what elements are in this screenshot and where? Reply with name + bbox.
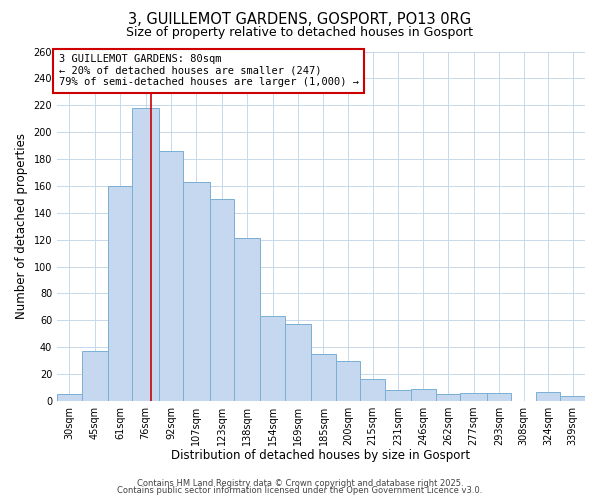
Text: 3 GUILLEMOT GARDENS: 80sqm
← 20% of detached houses are smaller (247)
79% of sem: 3 GUILLEMOT GARDENS: 80sqm ← 20% of deta…: [59, 54, 359, 88]
Bar: [133, 108, 158, 401]
Bar: [183, 182, 209, 401]
Bar: [82, 351, 108, 401]
Bar: [487, 393, 511, 401]
Bar: [336, 360, 361, 401]
Bar: [285, 324, 311, 401]
Bar: [436, 394, 460, 401]
Text: Contains HM Land Registry data © Crown copyright and database right 2025.: Contains HM Land Registry data © Crown c…: [137, 478, 463, 488]
Bar: [385, 390, 411, 401]
Bar: [536, 392, 560, 401]
Bar: [361, 380, 385, 401]
Bar: [411, 389, 436, 401]
Bar: [108, 186, 133, 401]
Text: Contains public sector information licensed under the Open Government Licence v3: Contains public sector information licen…: [118, 486, 482, 495]
Bar: [460, 393, 487, 401]
Bar: [560, 396, 585, 401]
Bar: [311, 354, 336, 401]
Bar: [158, 151, 183, 401]
Text: 3, GUILLEMOT GARDENS, GOSPORT, PO13 0RG: 3, GUILLEMOT GARDENS, GOSPORT, PO13 0RG: [128, 12, 472, 28]
Bar: [57, 394, 82, 401]
X-axis label: Distribution of detached houses by size in Gosport: Distribution of detached houses by size …: [172, 450, 470, 462]
Bar: [260, 316, 285, 401]
Text: Size of property relative to detached houses in Gosport: Size of property relative to detached ho…: [127, 26, 473, 39]
Bar: [234, 238, 260, 401]
Bar: [209, 200, 234, 401]
Y-axis label: Number of detached properties: Number of detached properties: [15, 133, 28, 319]
